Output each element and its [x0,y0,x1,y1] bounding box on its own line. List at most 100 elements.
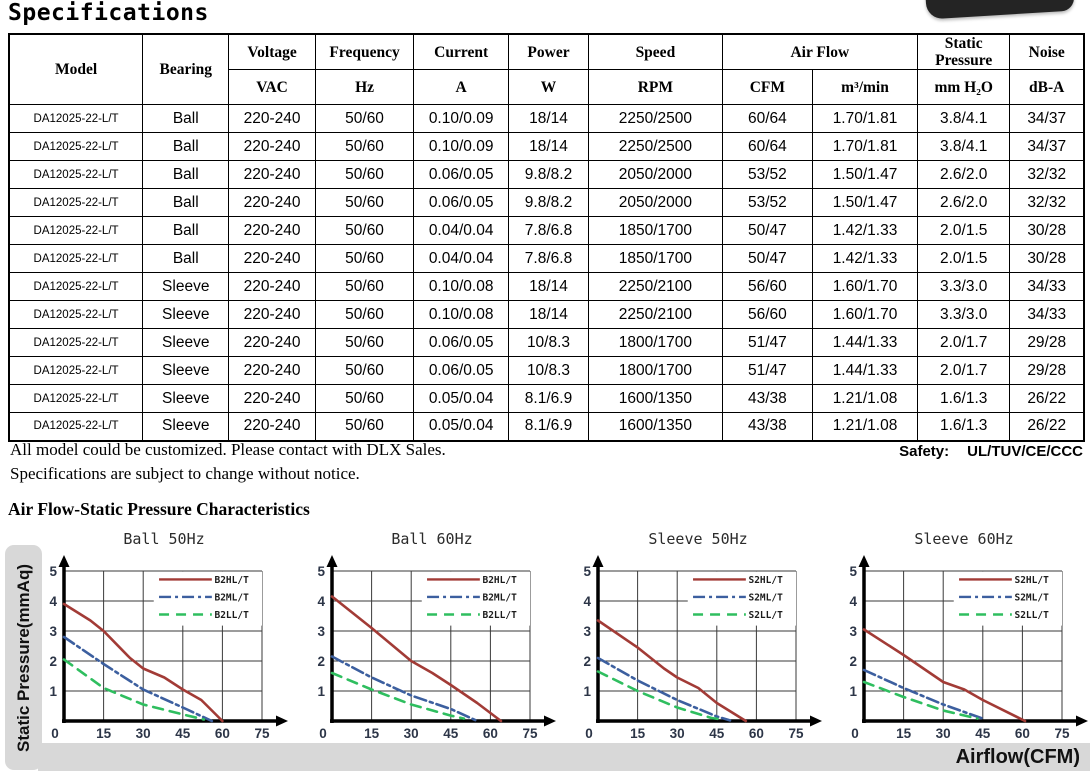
table-cell: 1.60/1.70 [812,272,918,302]
table-cell: DA12025-22-L/T [8,412,144,442]
table-cell: 0.10/0.09 [413,132,509,162]
table-row: DA12025-22-L/T Ball 220-240 50/60 0.10/0.09 1… [8,132,1085,162]
table-cell: 50/60 [314,132,415,162]
spec-table-body: DA12025-22-L/T Ball 220-240 50/60 0.10/0.09 1… [8,104,1085,442]
table-row: DA12025-22-L/T Sleeve 220-240 50/60 0.06/0.0… [8,356,1085,386]
table-cell: 56/60 [721,272,814,302]
note-customization: All model could be customized. Please co… [10,440,446,459]
table-cell: 1600/1350 [588,384,723,414]
table-cell: 220-240 [228,244,316,274]
table-cell: 50/60 [314,244,415,274]
svg-text:S2HL/T: S2HL/T [748,575,783,586]
table-row: DA12025-22-L/T Sleeve 220-240 50/60 0.10/0.0… [8,300,1085,330]
table-cell: 220-240 [228,216,316,246]
svg-text:B2HL/T: B2HL/T [482,575,517,586]
svg-text:5: 5 [849,564,857,579]
table-cell: Sleeve [142,272,230,302]
table-cell: 8.1/6.9 [507,384,590,414]
table-cell: 32/32 [1009,188,1085,218]
svg-text:5: 5 [583,564,591,579]
section-heading: Air Flow-Static Pressure Characteristics [8,499,310,519]
svg-text:15: 15 [96,726,112,741]
table-cell: 50/60 [314,216,415,246]
table-cell: 50/60 [314,384,415,414]
table-cell: 220-240 [228,328,316,358]
svg-text:75: 75 [1054,726,1070,741]
svg-text:2: 2 [583,654,591,669]
table-cell: 3.8/4.1 [916,104,1011,134]
svg-text:0: 0 [51,726,59,741]
table-cell: 2.0/1.5 [916,216,1011,246]
table-cell: 0.06/0.05 [413,160,509,190]
table-cell: 2050/2000 [588,188,723,218]
series-b2ml-t [330,655,479,723]
svg-text:30: 30 [136,726,151,741]
table-cell: 26/22 [1009,412,1085,442]
svg-text:B2LL/T: B2LL/T [214,610,249,621]
svg-text:S2ML/T: S2ML/T [748,592,783,603]
table-cell: 43/38 [721,412,814,442]
table-cell: DA12025-22-L/T [8,384,144,414]
svg-text:30: 30 [670,726,685,741]
unit-speed: RPM [588,69,723,106]
table-cell: 1.6/1.3 [916,412,1011,442]
unit-voltage: VAC [228,69,316,106]
table-cell: 1850/1700 [588,244,723,274]
col-header-bearing: Bearing [142,33,230,106]
series-s2hl-t [596,619,748,723]
table-cell: 0.04/0.04 [413,216,509,246]
table-row: DA12025-22-L/T Ball 220-240 50/60 0.06/0.05 9… [8,160,1085,190]
table-cell: 2.0/1.5 [916,244,1011,274]
page-title: Specifications [8,0,209,26]
table-cell: 8.1/6.9 [507,412,590,442]
table-cell: 26/22 [1009,384,1085,414]
svg-text:B2HL/T: B2HL/T [214,575,249,586]
svg-text:3: 3 [317,624,325,639]
svg-text:S2LL/T: S2LL/T [748,610,783,621]
table-cell: 7.8/6.8 [507,244,590,274]
table-row: DA12025-22-L/T Ball 220-240 50/60 0.10/0.09 1… [8,104,1085,134]
series-b2ll-t [62,658,206,721]
table-cell: 29/28 [1009,328,1085,358]
svg-text:4: 4 [317,594,325,609]
table-cell: Sleeve [142,328,230,358]
table-cell: 18/14 [507,300,590,330]
table-cell: 0.06/0.05 [413,328,509,358]
table-cell: 220-240 [228,272,316,302]
svg-text:1: 1 [849,684,857,699]
svg-text:2: 2 [317,654,325,669]
table-cell: 50/60 [314,272,415,302]
table-cell: 1.50/1.47 [812,188,918,218]
svg-text:4: 4 [849,594,857,609]
table-cell: 0.10/0.08 [413,272,509,302]
table-cell: 9.8/8.2 [507,188,590,218]
chart-title: Ball 50Hz [123,530,205,548]
svg-text:1: 1 [583,684,591,699]
chart-ball-60hz: Ball 60Hz 1 2 3 4 5 0 15 30 45 60 75 B2HL/T B2ML/T B2L… [306,530,558,752]
table-cell: 50/60 [314,300,415,330]
svg-text:45: 45 [709,726,725,741]
table-cell: 1.60/1.70 [812,300,918,330]
unit-air-flow-cfm: CFM [721,69,814,106]
table-cell: 1.70/1.81 [812,132,918,162]
svg-text:3: 3 [49,624,57,639]
table-cell: 220-240 [228,356,316,386]
safety-value: UL/TUV/CE/CCC [967,443,1083,460]
table-cell: 7.8/6.8 [507,216,590,246]
table-cell: 1.42/1.33 [812,244,918,274]
svg-text:75: 75 [788,726,804,741]
svg-text:60: 60 [483,726,498,741]
svg-text:30: 30 [404,726,419,741]
unit-power: W [507,69,590,106]
table-cell: 53/52 [721,160,814,190]
table-cell: DA12025-22-L/T [8,356,144,386]
col-header-power: Power [507,33,590,71]
table-cell: 220-240 [228,412,316,442]
table-cell: 30/28 [1009,244,1085,274]
table-cell: 0.10/0.09 [413,104,509,134]
svg-text:45: 45 [443,726,459,741]
table-cell: 2.6/2.0 [916,160,1011,190]
y-axis-label: Static Pressure(mmAq) [13,563,33,752]
table-cell: 34/37 [1009,104,1085,134]
